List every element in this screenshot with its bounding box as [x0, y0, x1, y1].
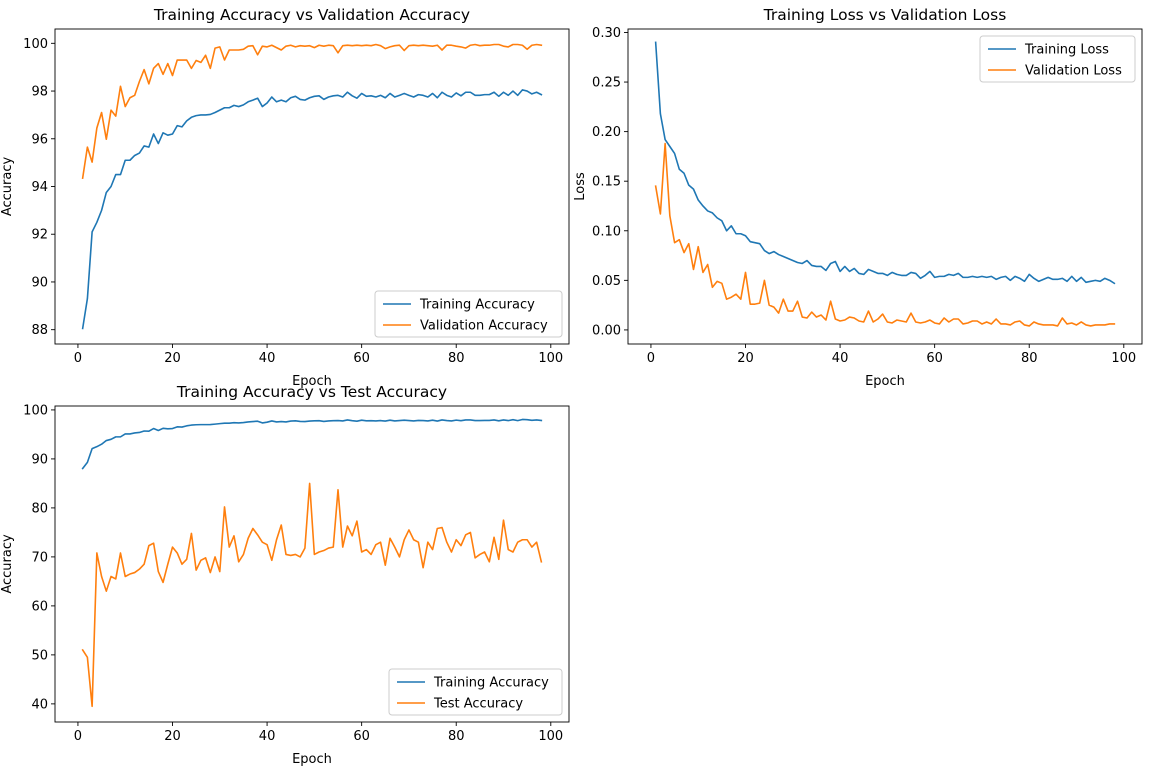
- y-tick-label: 100: [23, 37, 48, 52]
- x-tick-label: 20: [164, 729, 181, 744]
- y-tick-label: 98: [31, 85, 48, 100]
- x-tick-label: 0: [647, 351, 655, 366]
- y-tick-label: 88: [31, 323, 48, 338]
- x-tick-label: 40: [259, 351, 276, 366]
- plot-area: [654, 41, 1116, 327]
- y-tick-label: 96: [31, 132, 48, 147]
- y-tick-label: 90: [31, 275, 48, 290]
- x-tick-label: 20: [737, 351, 754, 366]
- chart-1: 0 20 40 60 80 100 88 90 92 94 96 98 100 Training Accu…: [0, 6, 570, 389]
- legend-label: Validation Accuracy: [420, 319, 548, 334]
- y-tick-label: 90: [31, 452, 48, 467]
- y-tick-label: 0.15: [592, 175, 621, 190]
- x-tick-label: 100: [538, 729, 563, 744]
- chart-2: 0 20 40 60 80 100 0.00 0.05 0.10 0.15 0.20 0.25 0.30…: [573, 6, 1143, 389]
- y-axis-label: Accuracy: [0, 534, 15, 594]
- series-line-training-loss: [654, 41, 1116, 285]
- y-tick-label: 0.20: [592, 125, 621, 140]
- legend-label: Training Loss: [1024, 43, 1109, 58]
- axes-frame: [627, 28, 1143, 345]
- x-tick-label: 80: [448, 351, 465, 366]
- x-tick-label: 20: [164, 351, 181, 366]
- legend-label: Training Accuracy: [433, 676, 549, 691]
- legend-box: [979, 35, 1136, 83]
- y-tick-label: 0.05: [592, 274, 621, 289]
- chart-title: Training Loss vs Validation Loss: [763, 6, 1007, 24]
- chart-title: Training Accuracy vs Validation Accuracy: [153, 6, 470, 24]
- x-axis-label: Epoch: [865, 374, 905, 389]
- legend-box: [374, 290, 563, 338]
- legend-box: [388, 668, 563, 716]
- y-tick-label: 94: [31, 180, 48, 195]
- x-tick-label: 40: [832, 351, 849, 366]
- y-axis-label: Accuracy: [0, 157, 15, 217]
- y-tick-label: 40: [31, 697, 48, 712]
- series-line-test-accuracy: [81, 482, 543, 708]
- y-tick-label: 0.10: [592, 224, 621, 239]
- x-tick-label: 80: [1021, 351, 1038, 366]
- x-tick-label: 40: [259, 729, 276, 744]
- x-axis-label: Epoch: [292, 752, 332, 767]
- legend: Training Accuracy Test Accuracy: [388, 668, 563, 716]
- x-tick-label: 60: [353, 351, 370, 366]
- y-axis-label: Loss: [573, 172, 588, 201]
- x-tick-label: 0: [74, 729, 82, 744]
- y-tick-label: 60: [31, 599, 48, 614]
- legend-label: Test Accuracy: [433, 697, 523, 712]
- y-tick-label: 0.00: [592, 323, 621, 338]
- legend: Training Loss Validation Loss: [979, 35, 1136, 83]
- y-tick-label: 92: [31, 228, 48, 243]
- plot-area: [81, 418, 543, 708]
- series-line-validation-loss: [654, 142, 1116, 327]
- x-tick-label: 60: [353, 729, 370, 744]
- y-tick-label: 70: [31, 550, 48, 565]
- series-line-training-accuracy: [81, 418, 543, 470]
- x-tick-label: 100: [538, 351, 563, 366]
- legend-label: Validation Loss: [1025, 64, 1122, 79]
- series-line-validation-accuracy: [81, 43, 543, 180]
- y-tick-label: 0.25: [592, 76, 621, 91]
- y-tick-label: 0.30: [592, 26, 621, 41]
- axes-frame: [54, 405, 570, 723]
- x-tick-label: 60: [926, 351, 943, 366]
- y-tick-label: 80: [31, 501, 48, 516]
- y-tick-label: 50: [31, 648, 48, 663]
- series-line-training-accuracy: [81, 89, 543, 330]
- chart-3: 0 20 40 60 80 100 40 50 60 70 80 90 100 Training Accu…: [0, 383, 570, 767]
- plot-area: [81, 43, 543, 330]
- x-axis-label: Epoch: [292, 374, 332, 389]
- legend: Training Accuracy Validation Accuracy: [374, 290, 563, 338]
- x-tick-label: 0: [74, 351, 82, 366]
- legend-label: Training Accuracy: [419, 298, 535, 313]
- chart-title: Training Accuracy vs Test Accuracy: [176, 383, 447, 401]
- x-tick-label: 80: [448, 729, 465, 744]
- y-tick-label: 100: [23, 403, 48, 418]
- x-tick-label: 100: [1111, 351, 1136, 366]
